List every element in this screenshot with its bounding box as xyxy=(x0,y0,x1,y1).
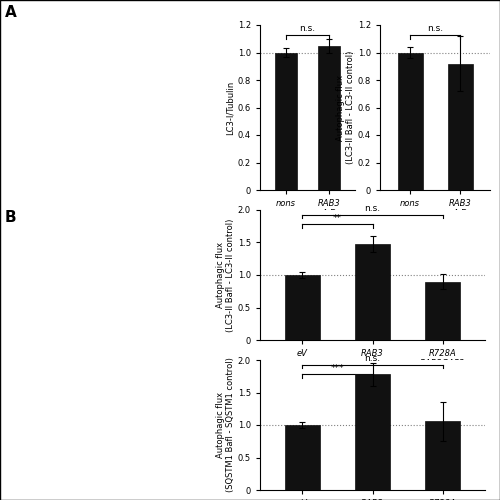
Bar xyxy=(425,282,460,340)
Bar xyxy=(398,52,422,190)
Text: B: B xyxy=(5,210,16,225)
Bar xyxy=(275,52,296,190)
Y-axis label: LC3-I/Tubulin: LC3-I/Tubulin xyxy=(226,80,235,134)
Bar xyxy=(448,64,472,190)
Bar xyxy=(318,46,340,190)
Y-axis label: Autophagic flux
(LC3-II Bafl - LC3-II control): Autophagic flux (LC3-II Bafl - LC3-II co… xyxy=(336,51,355,164)
Text: n.s.: n.s. xyxy=(364,204,380,213)
Bar xyxy=(425,421,460,490)
Bar xyxy=(355,374,390,490)
Y-axis label: Autophagic flux
(SQSTM1 Bafl - SQSTM1 control): Autophagic flux (SQSTM1 Bafl - SQSTM1 co… xyxy=(216,358,235,492)
Text: A: A xyxy=(5,5,17,20)
Y-axis label: Autophagic flux
(LC3-II Bafl - LC3-II control): Autophagic flux (LC3-II Bafl - LC3-II co… xyxy=(216,218,235,332)
Text: **: ** xyxy=(333,214,342,223)
Text: n.s.: n.s. xyxy=(427,24,443,33)
Bar xyxy=(284,275,320,340)
Bar xyxy=(284,425,320,490)
Bar xyxy=(355,244,390,340)
Text: n.s.: n.s. xyxy=(300,24,316,33)
Text: n.s.: n.s. xyxy=(364,354,380,363)
Text: ***: *** xyxy=(330,364,344,373)
